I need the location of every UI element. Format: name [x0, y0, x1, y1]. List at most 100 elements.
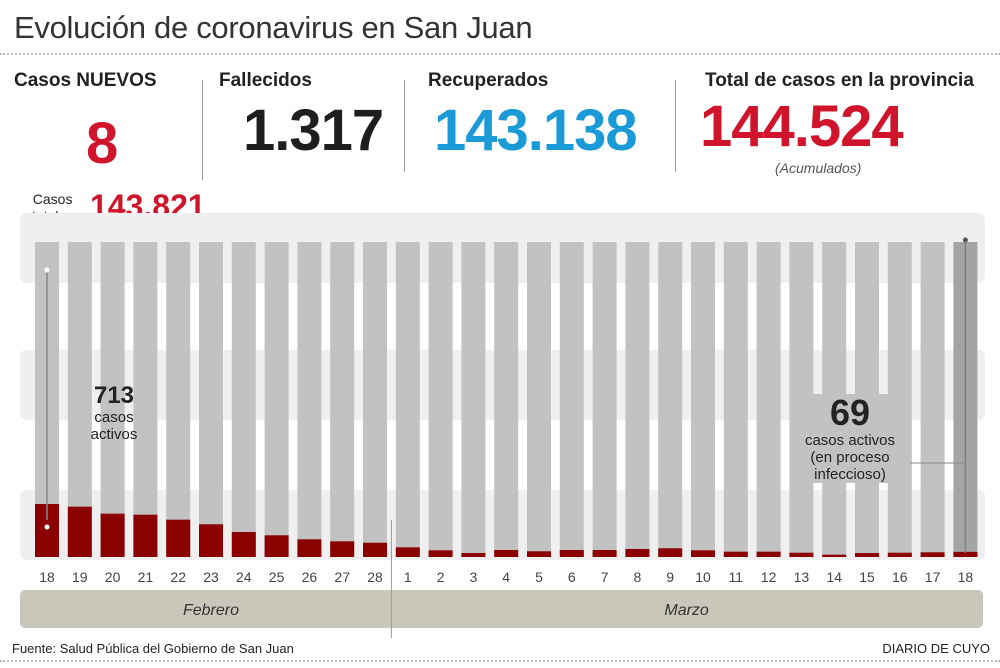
title-divider [0, 53, 1000, 55]
x-tick-label: 3 [470, 569, 478, 585]
active-bar [822, 554, 847, 557]
x-tick-label: 23 [203, 569, 219, 585]
annotation-text: casos activos [804, 432, 896, 449]
annotation-text: activos [90, 426, 138, 443]
recovered-value: 143.138 [434, 98, 638, 163]
total-bar [67, 242, 92, 557]
active-bar [756, 551, 781, 557]
x-tick-label: 12 [761, 569, 777, 585]
active-bar [297, 539, 322, 557]
total-bar [363, 242, 387, 557]
divider [404, 80, 405, 172]
x-tick-label: 10 [695, 569, 711, 585]
annotation-text: infeccioso) [814, 466, 886, 483]
x-tick-label: 28 [367, 569, 383, 585]
x-tick-label: 27 [334, 569, 350, 585]
total-bar [625, 242, 650, 557]
x-tick-label: 14 [826, 569, 842, 585]
start-annotation: 713 casos activos [85, 382, 143, 444]
active-bar [199, 524, 223, 557]
total-bar [166, 242, 191, 557]
total-bar [231, 242, 256, 557]
x-tick-label: 22 [170, 569, 186, 585]
x-tick-label: 7 [601, 569, 609, 585]
active-bar [100, 513, 125, 557]
end-annotation: 69 casos activos (en proceso infeccioso) [790, 394, 910, 483]
active-bar [625, 548, 650, 557]
total-bar [133, 242, 158, 557]
start-active-value: 713 [93, 382, 135, 409]
active-bar [330, 541, 355, 557]
active-bar [592, 550, 617, 557]
total-bar [592, 242, 617, 557]
x-tick-label: 18 [39, 569, 55, 585]
leader-dot [44, 524, 50, 530]
active-bar [855, 552, 879, 557]
active-bar [920, 552, 945, 557]
active-bar [363, 542, 387, 557]
x-tick-label: 24 [236, 569, 252, 585]
active-bar [559, 550, 584, 557]
x-tick-label: 1 [404, 569, 412, 585]
total-label: Total de casos en la provincia [705, 70, 974, 91]
active-bar [887, 552, 912, 557]
total-bar [395, 242, 420, 557]
x-tick-label: 17 [925, 569, 941, 585]
deaths-value: 1.317 [243, 98, 384, 163]
x-tick-label: 25 [269, 569, 285, 585]
x-tick-label: 18 [958, 569, 974, 585]
active-bar [428, 550, 453, 557]
annotation-text: casos [94, 409, 134, 426]
active-bar [527, 551, 551, 557]
x-tick-label: 9 [666, 569, 674, 585]
x-tick-label: 8 [634, 569, 642, 585]
total-bar [559, 242, 584, 557]
x-tick-label: 5 [535, 569, 543, 585]
total-bar [264, 242, 289, 557]
recovered-label: Recuperados [428, 70, 549, 91]
month-label: Febrero [183, 602, 239, 619]
active-bar [658, 548, 683, 557]
deaths-label: Fallecidos [219, 70, 312, 91]
total-value: 144.524 [700, 94, 904, 159]
end-active-value: 69 [829, 392, 871, 433]
new-cases-label: Casos NUEVOS [14, 70, 157, 91]
page-title: Evolución de coronavirus en San Juan [14, 10, 533, 45]
total-bar [297, 242, 322, 557]
x-tick-label: 13 [794, 569, 810, 585]
total-bar [658, 242, 683, 557]
active-bar [953, 551, 978, 557]
leader-line [910, 462, 966, 553]
divider [202, 80, 203, 180]
x-tick-label: 2 [437, 569, 445, 585]
source-note: Fuente: Salud Pública del Gobierno de Sa… [12, 641, 294, 656]
x-tick-label: 6 [568, 569, 576, 585]
total-bar [920, 242, 945, 557]
active-bar [691, 550, 715, 557]
divider [675, 80, 676, 172]
x-tick-label: 11 [729, 569, 744, 585]
month-band [20, 590, 983, 628]
leader-dot [962, 237, 968, 243]
footer-divider [0, 660, 1000, 662]
x-tick-label: 26 [302, 569, 318, 585]
x-tick-label: 19 [72, 569, 88, 585]
total-bar [428, 242, 453, 557]
active-bar [395, 547, 420, 557]
new-cases-value: 8 [86, 111, 118, 176]
active-bar [264, 535, 289, 557]
total-note: (Acumulados) [775, 160, 862, 176]
total-cases-label-line: Casos [32, 191, 73, 207]
leader-dot [44, 267, 50, 273]
total-bar [199, 242, 223, 557]
x-tick-label: 20 [105, 569, 121, 585]
x-tick-label: 4 [502, 569, 510, 585]
brand: DIARIO DE CUYO [882, 641, 990, 656]
annotation-text: (en proceso [810, 449, 890, 466]
active-bar [723, 551, 748, 557]
active-bar [789, 552, 814, 557]
total-bar [461, 242, 486, 557]
active-bar [461, 552, 486, 557]
active-bar [494, 550, 519, 557]
